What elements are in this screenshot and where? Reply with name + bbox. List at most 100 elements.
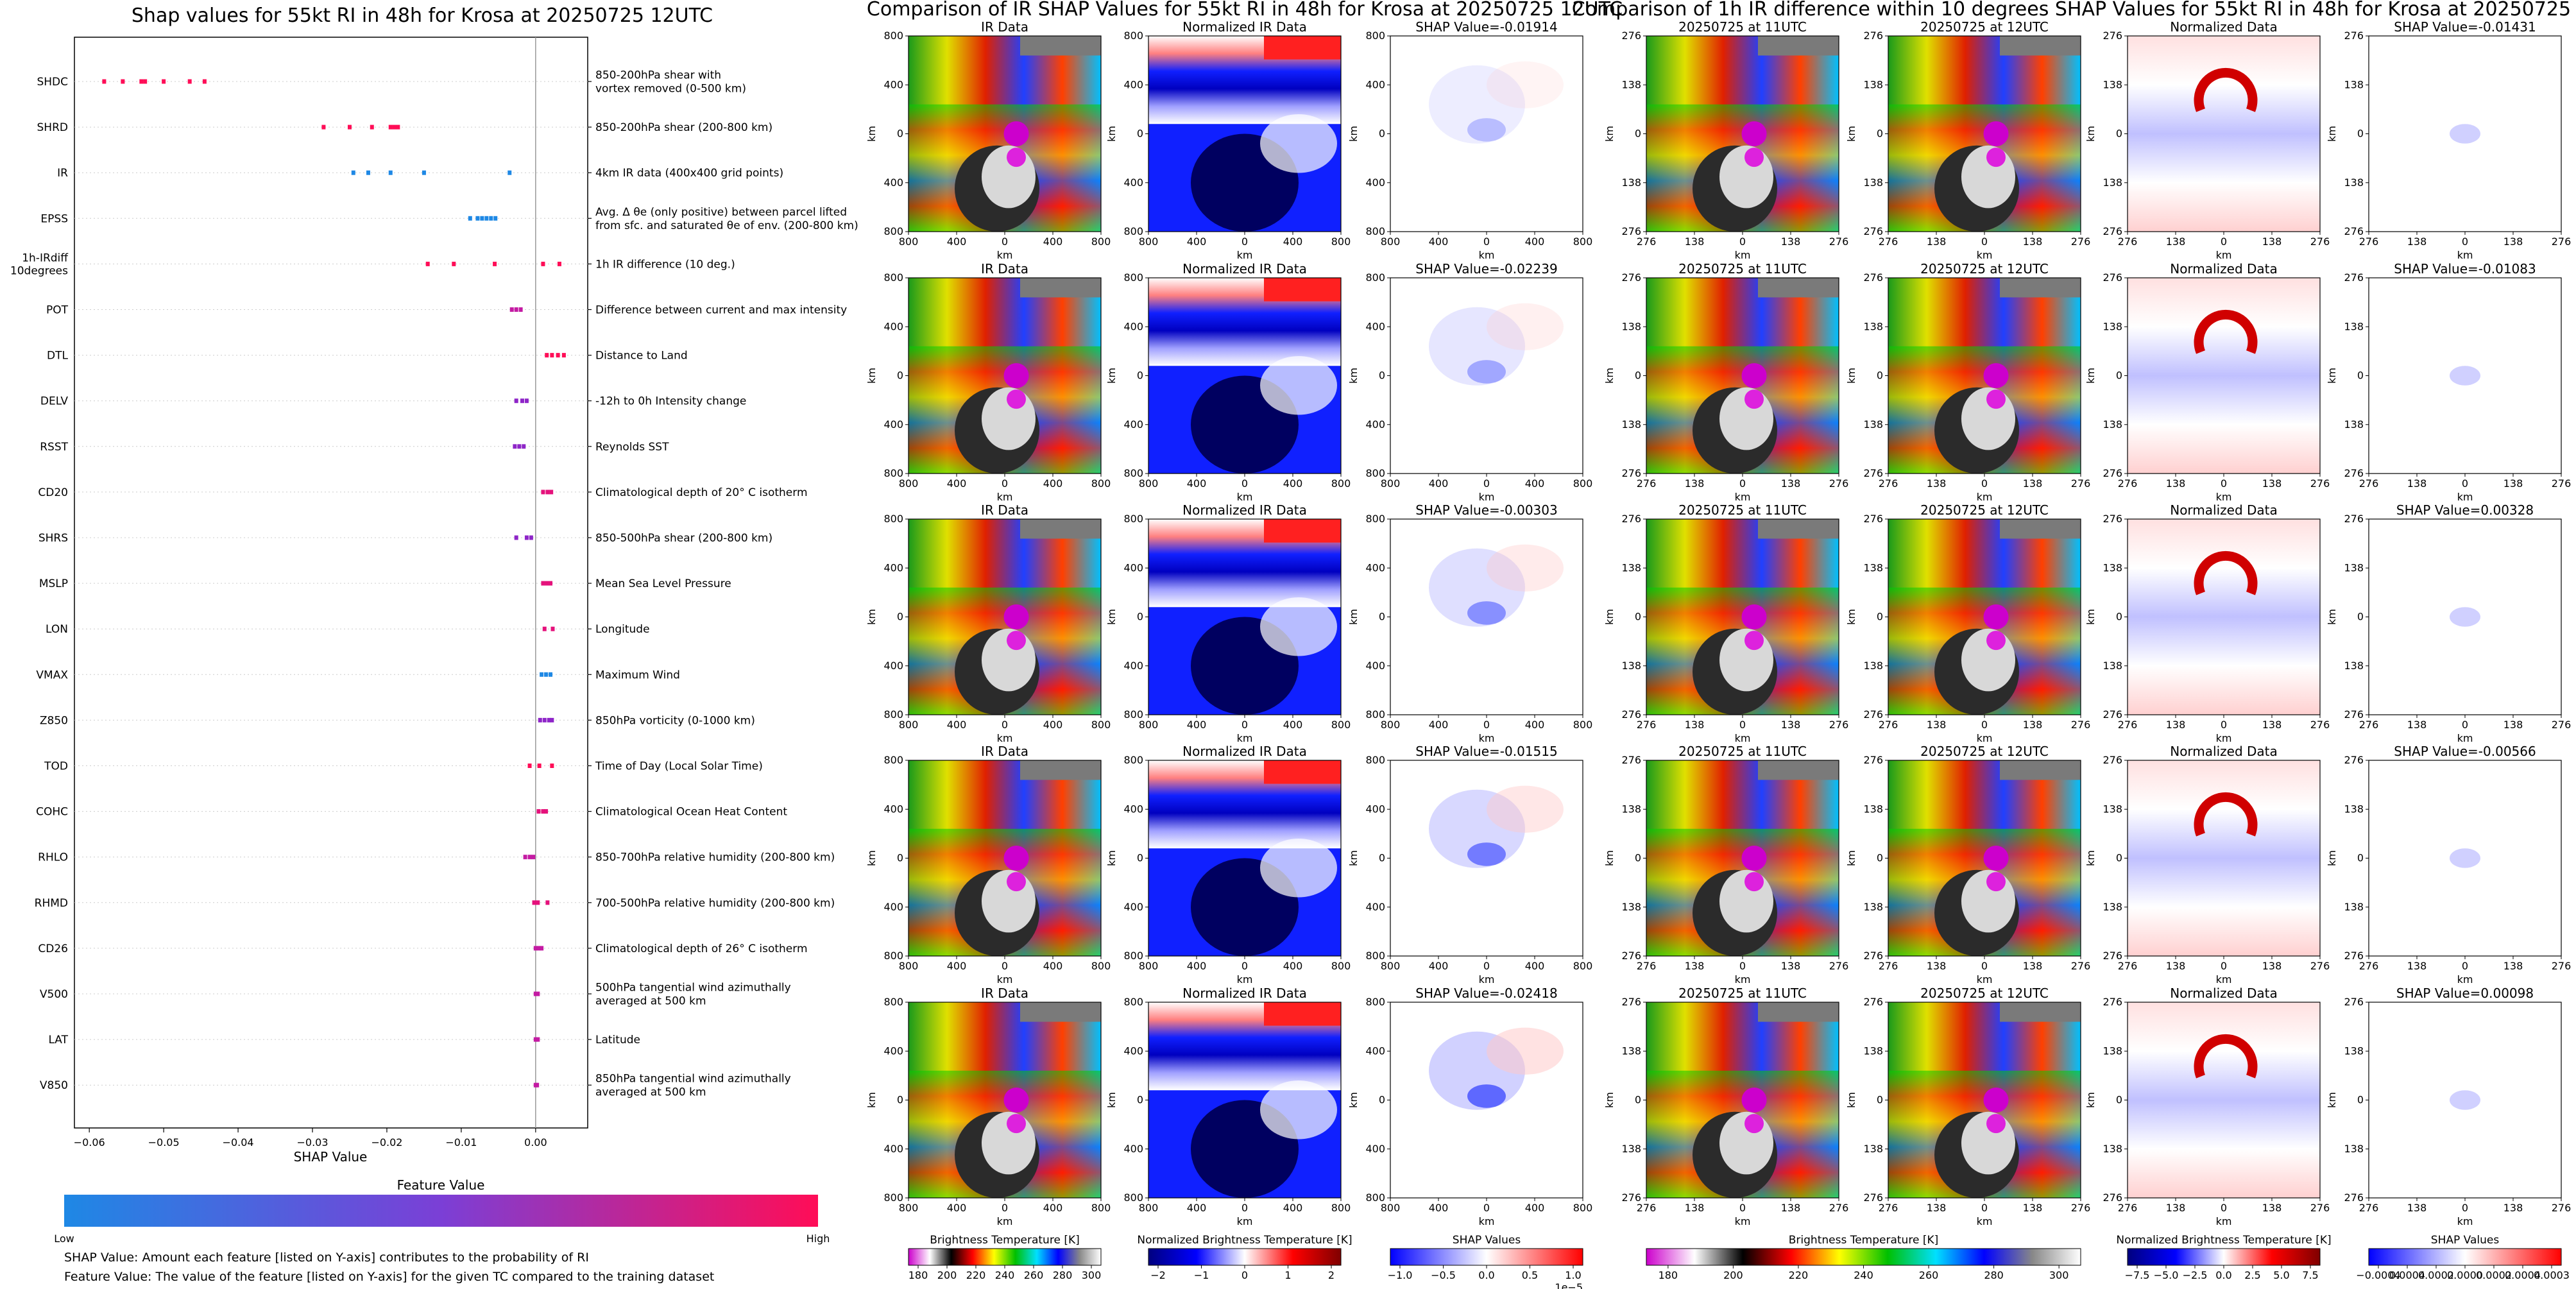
x-tick-label: 800: [899, 1202, 919, 1214]
y-tick-label: 276: [1863, 996, 1883, 1008]
x-tick-label: 276: [2071, 719, 2091, 731]
x-tick-label: 276: [2310, 477, 2330, 490]
y-tick-label: 276: [2344, 225, 2364, 237]
panel-title: Normalized Data: [2170, 986, 2278, 1001]
diff-normalized-image: [2128, 1002, 2320, 1198]
feature-description: 850-200hPa shear (200-800 km): [595, 121, 772, 134]
shap-negative-core: [1467, 118, 1506, 142]
x-tick-label: 276: [1637, 960, 1657, 972]
shap-point: [396, 124, 400, 130]
x-tick-label: 800: [1091, 477, 1111, 490]
y-tick-label: 276: [2344, 30, 2364, 42]
colorbar-tick-label: 280: [1984, 1269, 2004, 1281]
normalized-warm: [1264, 36, 1341, 60]
y-tick-label: 138: [1863, 660, 1883, 672]
x-tick-label: 800: [1573, 1202, 1593, 1214]
shap-point: [493, 216, 498, 221]
ir-deep-convection: [1744, 631, 1764, 651]
shap-point: [532, 900, 536, 905]
x-axis-label: km: [1237, 732, 1253, 744]
x-tick-label: 276: [2310, 719, 2330, 731]
ir-deep-convection: [1744, 872, 1764, 892]
y-axis-label: km: [2085, 609, 2097, 625]
y-tick-label: 0: [1635, 370, 1641, 382]
feature-description: 850-500hPa shear (200-800 km): [595, 532, 772, 545]
x-tick-label: 800: [899, 719, 919, 731]
y-tick-label: 0: [1635, 1094, 1641, 1106]
y-tick-label: 800: [883, 513, 903, 525]
shap-point: [535, 1082, 540, 1088]
shap-point: [388, 124, 393, 130]
y-tick-label: 0: [1137, 1094, 1143, 1106]
y-tick-label: 0: [2116, 128, 2122, 140]
x-tick-label: 400: [947, 719, 967, 731]
x-tick-label: 138: [2023, 1202, 2043, 1214]
y-axis-label: km: [1347, 126, 1360, 142]
y-tick-label: 400: [1365, 78, 1385, 90]
x-tick-label: 400: [1429, 235, 1449, 248]
ir-deep-convection: [1983, 1088, 2009, 1113]
shap-plot-frame: [74, 37, 588, 1129]
colorbar-high-label: High: [806, 1233, 830, 1245]
y-tick-label: 276: [2103, 271, 2122, 284]
y-tick-label: 400: [883, 320, 903, 332]
panel-title: 20250725 at 11UTC: [1678, 261, 1807, 277]
shap-point: [561, 353, 566, 358]
y-axis-label: km: [1105, 850, 1118, 866]
x-tick-label: 276: [1829, 235, 1849, 248]
shap-point: [388, 170, 393, 175]
colorbar-tick-label: 1: [1284, 1269, 1291, 1281]
feature-row-mslp: MSLP Mean Sea Level Pressure: [39, 577, 731, 590]
y-tick-label: 138: [1863, 1045, 1883, 1057]
shap-point: [533, 991, 538, 996]
x-tick-label: 400: [1043, 1202, 1063, 1214]
feature-description: -12h to 0h Intensity change: [595, 395, 746, 408]
y-tick-label: 400: [1365, 660, 1385, 672]
colorbar-tick-label: 1.0: [1565, 1269, 1581, 1281]
ir-deep-convection: [1007, 389, 1026, 409]
panel-title: SHAP Value=0.00328: [2396, 502, 2534, 518]
y-tick-label: 800: [1123, 30, 1143, 42]
colorbar-tick-label: 240: [1854, 1269, 1873, 1281]
panel-title: Normalized Data: [2170, 19, 2278, 35]
x-tick-label: 800: [1331, 235, 1351, 248]
x-tick-label: 0: [1483, 235, 1490, 248]
ir-normalized-colorbar: Normalized Brightness Temperature [K] −2 −…: [1137, 1234, 1352, 1281]
x-tick-label: 800: [1139, 719, 1159, 731]
note-shap-value: SHAP Value: Amount each feature [listed …: [64, 1251, 589, 1265]
shap-point: [484, 216, 489, 221]
y-axis-label: km: [1105, 126, 1118, 142]
feature-label: MSLP: [39, 577, 68, 590]
shap-point: [550, 353, 554, 358]
y-tick-label: 800: [1123, 708, 1143, 721]
feature-description: Climatological depth of 20° C isotherm: [595, 486, 808, 499]
y-tick-label: 0: [1635, 611, 1641, 623]
x-tick-label: 276: [1879, 960, 1898, 972]
x-axis-label: km: [2457, 1215, 2473, 1227]
y-axis-label: km: [1603, 850, 1616, 866]
feature-row-pot: POT Difference between current and max in…: [46, 304, 847, 317]
x-axis-label: km: [1735, 491, 1751, 503]
x-tick-label: 0: [1002, 960, 1008, 972]
y-tick-label: 800: [883, 225, 903, 237]
colorbar-tick-label: −2: [1150, 1269, 1166, 1281]
y-tick-label: 138: [1863, 320, 1883, 332]
y-tick-label: 800: [1123, 467, 1143, 479]
x-tick-label: 400: [1525, 719, 1545, 731]
x-tick-label: 138: [2166, 960, 2186, 972]
x-tick-label: 0: [1981, 235, 1988, 248]
panel-title: 20250725 at 12UTC: [1920, 986, 2049, 1001]
x-tick-label: 138: [2166, 1202, 2186, 1214]
panel-title: SHAP Value=-0.02418: [1415, 986, 1557, 1001]
x-axis-label: km: [1479, 249, 1495, 261]
colorbar-label: SHAP Values: [1453, 1234, 1521, 1247]
x-tick-label: 138: [2503, 235, 2523, 248]
x-tick-label: 276: [1829, 477, 1849, 490]
x-tick-label: 276: [2118, 477, 2138, 490]
ir-clear-sky: [2000, 760, 2081, 780]
y-tick-label: 400: [1123, 418, 1143, 431]
x-tick-label: 276: [2552, 477, 2572, 490]
